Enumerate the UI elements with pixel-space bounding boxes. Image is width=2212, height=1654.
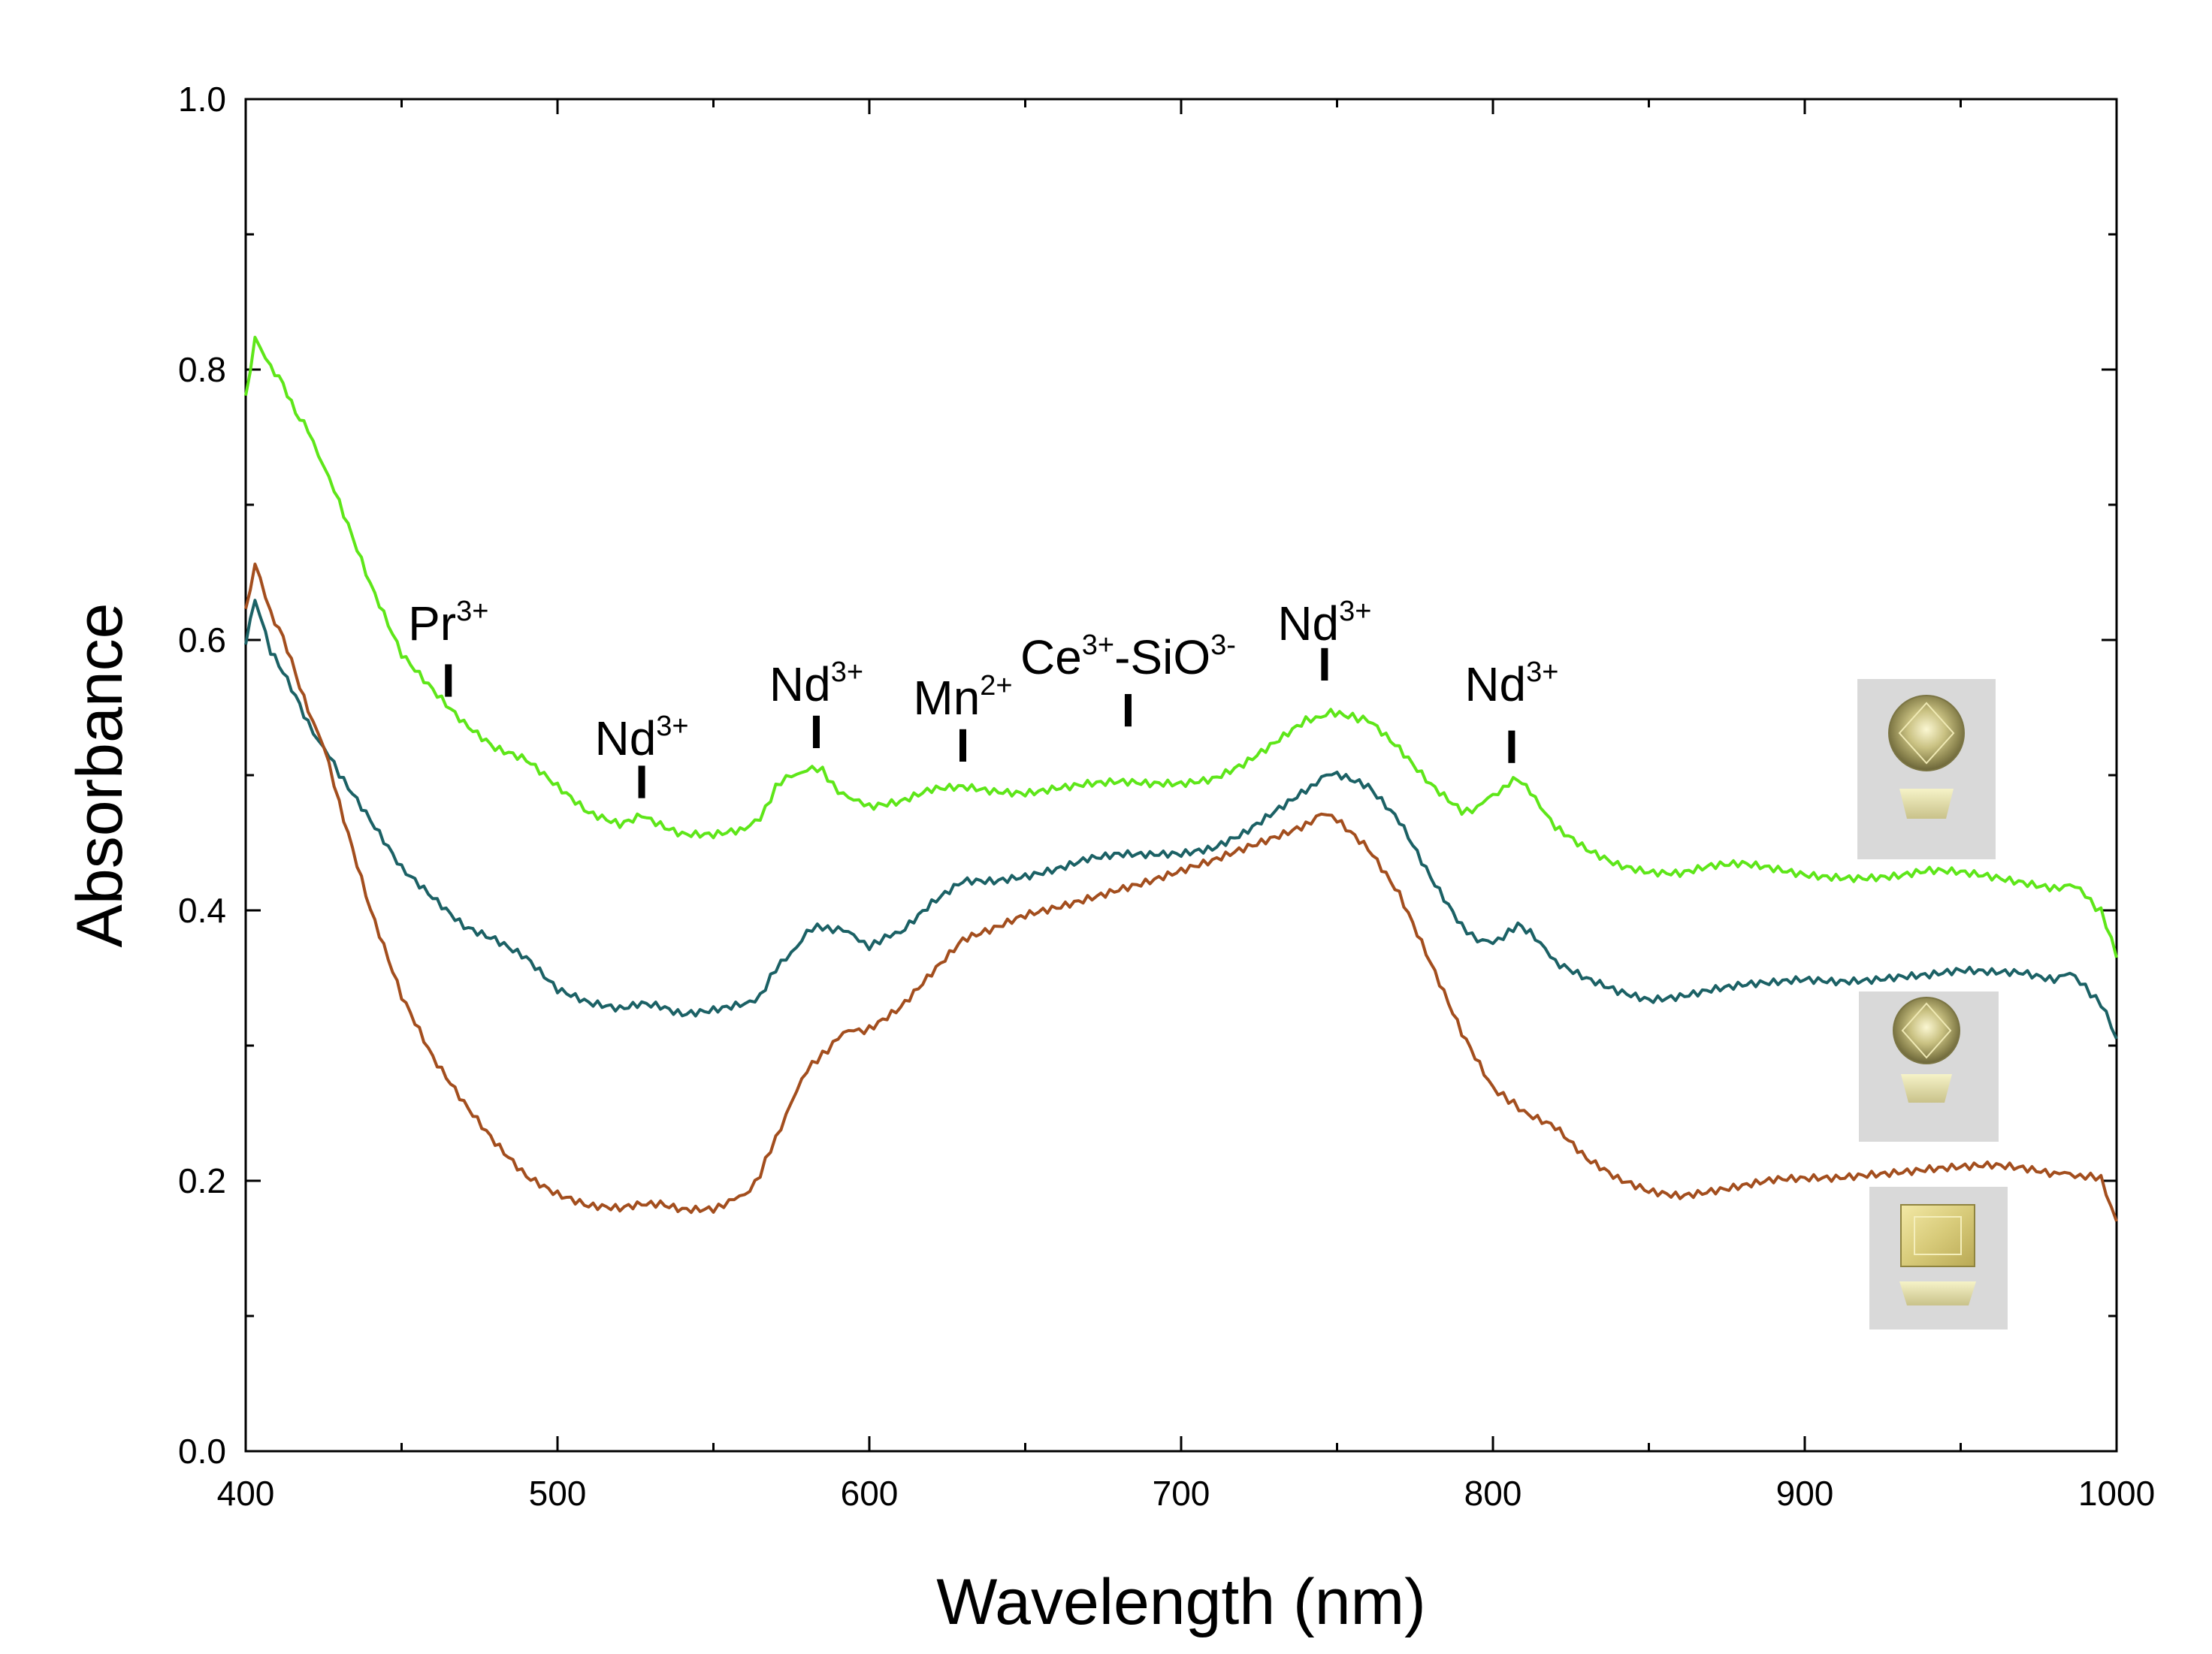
teal-round-gem bbox=[1859, 991, 1999, 1142]
band-marker bbox=[812, 715, 820, 748]
y-tick-label: 0.4 bbox=[178, 891, 226, 930]
plot-frame bbox=[244, 98, 2118, 1453]
x-tick-label: 900 bbox=[1776, 1474, 1834, 1513]
y-tick-label: 1.0 bbox=[178, 80, 226, 119]
band-marker bbox=[638, 765, 645, 798]
x-axis-title: Wavelength (nm) bbox=[936, 1566, 1426, 1638]
series-line-2 bbox=[244, 599, 2118, 1040]
x-tick-label: 600 bbox=[841, 1474, 899, 1513]
band-label: Mn2+ bbox=[913, 670, 1012, 725]
y-tick-label: 0.0 bbox=[178, 1432, 226, 1471]
band-label: Ce3+-SiO3- bbox=[1020, 629, 1236, 684]
y-axis-title: Absorbance bbox=[64, 603, 136, 948]
brown-square-gem bbox=[1869, 1187, 2008, 1330]
axis-tick-labels: 400 500 600 700 800 900 1000 0.0 0.2 0.4 0.6 0.8 1.0 bbox=[178, 80, 2155, 1513]
x-tick-label: 800 bbox=[1464, 1474, 1522, 1513]
x-tick-label: 700 bbox=[1153, 1474, 1210, 1513]
band-markers bbox=[445, 647, 1515, 798]
x-tick-label: 400 bbox=[217, 1474, 275, 1513]
band-label: Nd3+ bbox=[1464, 656, 1558, 711]
band-marker bbox=[1124, 694, 1132, 727]
band-label: Nd3+ bbox=[769, 656, 863, 711]
band-marker bbox=[959, 729, 966, 762]
band-label: Nd3+ bbox=[1277, 596, 1371, 650]
band-label: Pr3+ bbox=[408, 596, 488, 650]
series-line-1 bbox=[244, 336, 2118, 958]
x-tick-label: 500 bbox=[529, 1474, 587, 1513]
band-annotations: Pr3+ Nd3+ Nd3+ Mn2+Ce3+-SiO3- Nd3+ Nd3+ bbox=[408, 596, 1558, 765]
axis-ticks bbox=[244, 98, 2118, 1453]
band-marker bbox=[1508, 730, 1515, 763]
y-tick-label: 0.6 bbox=[178, 620, 226, 659]
y-tick-label: 0.8 bbox=[178, 350, 226, 389]
x-tick-label: 1000 bbox=[2078, 1474, 2155, 1513]
band-marker bbox=[445, 664, 452, 697]
series-lines bbox=[244, 336, 2118, 1222]
band-label: Nd3+ bbox=[594, 711, 688, 765]
y-tick-label: 0.2 bbox=[178, 1161, 226, 1200]
green-round-gem bbox=[1857, 679, 1996, 859]
series-line-3 bbox=[244, 563, 2118, 1222]
band-marker bbox=[1321, 647, 1328, 681]
